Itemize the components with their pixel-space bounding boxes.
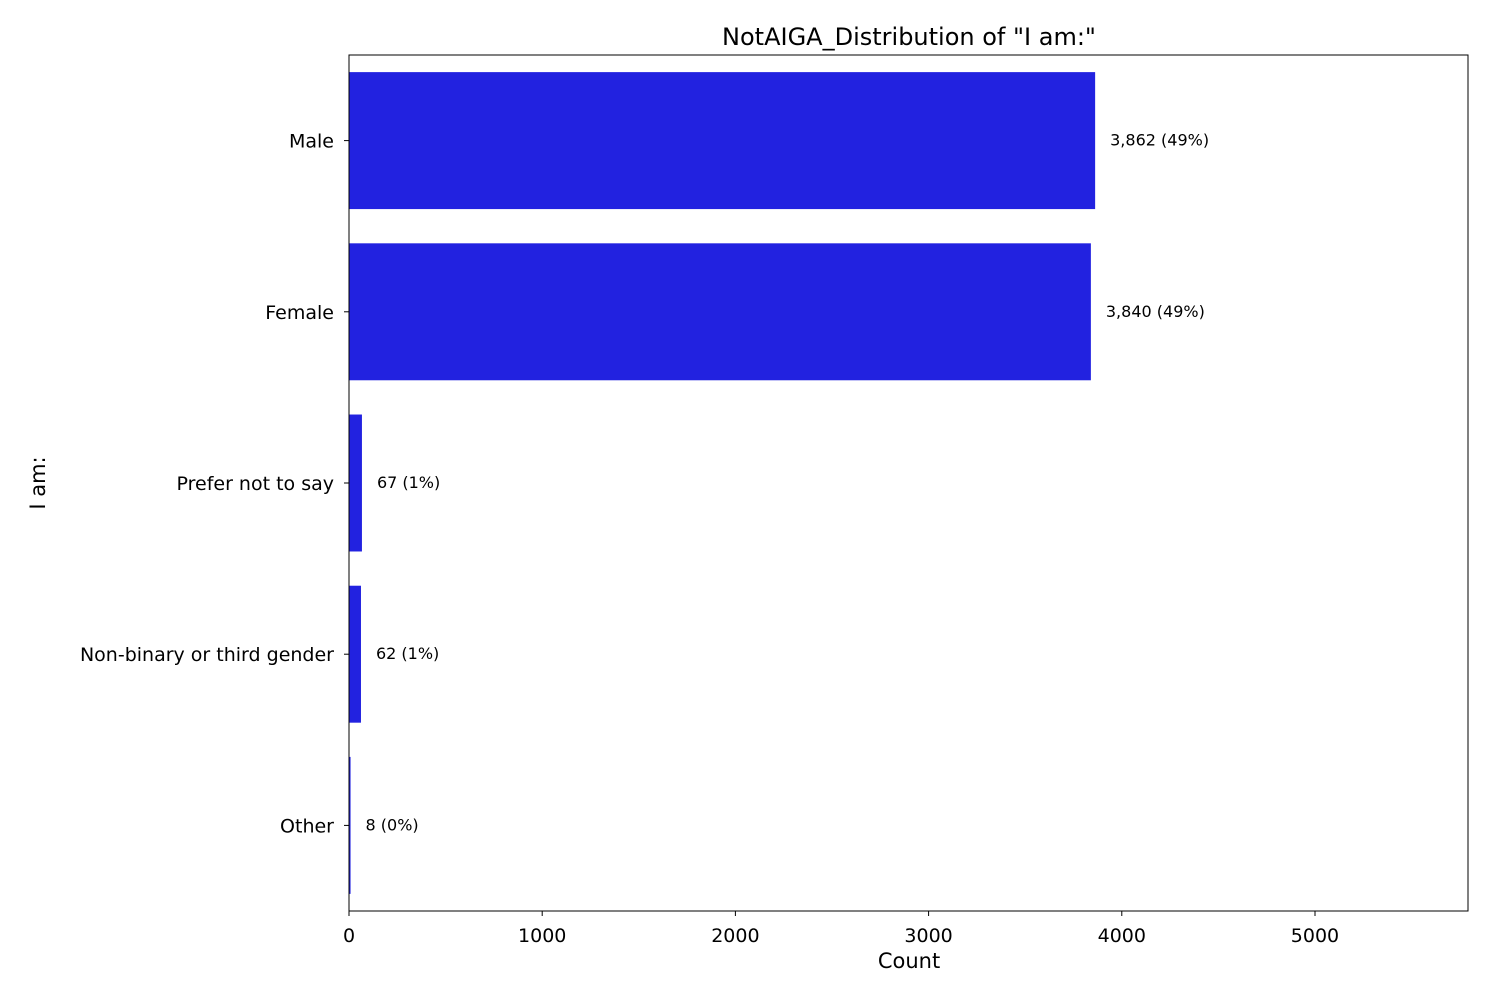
bar-other	[349, 756, 351, 894]
x-axis-label: Count	[878, 949, 940, 973]
x-tick-label: 5000	[1291, 925, 1339, 947]
y-tick-label-non-binary-or-third-gender: Non-binary or third gender	[80, 644, 334, 666]
chart-title: NotAIGA_Distribution of "I am:"	[722, 23, 1096, 51]
x-tick-label: 1000	[518, 925, 566, 947]
data-label-female: 3,840 (49%)	[1106, 302, 1205, 321]
data-label-male: 3,862 (49%)	[1110, 131, 1209, 150]
data-label-other: 8 (0%)	[366, 815, 419, 834]
y-tick-label-other: Other	[280, 815, 334, 837]
x-tick-label: 3000	[904, 925, 952, 947]
y-ticks-layer: Male Female Prefer not to say Non-binary or…	[80, 131, 349, 837]
bar-male	[349, 72, 1096, 210]
y-tick-label-female: Female	[265, 302, 334, 324]
bar-female	[349, 243, 1091, 381]
x-tick-label: 0	[343, 925, 355, 947]
x-tick-label: 4000	[1098, 925, 1146, 947]
bar-prefer-not-to-say	[349, 414, 362, 552]
plot-area-frame	[348, 54, 1469, 912]
y-tick-label-prefer-not-to-say: Prefer not to say	[177, 473, 335, 495]
y-tick-label-male: Male	[289, 131, 334, 153]
data-label-non-binary-or-third-gender: 62 (1%)	[376, 644, 439, 663]
bars-layer	[349, 72, 1096, 894]
x-tick-label: 2000	[711, 925, 759, 947]
data-labels-layer: 3,862 (49%) 3,840 (49%) 67 (1%) 62 (1%) 8 (0…	[366, 131, 1210, 835]
y-axis-label: I am:	[26, 456, 50, 509]
bar-non-binary-or-third-gender	[349, 585, 361, 723]
data-label-prefer-not-to-say: 67 (1%)	[377, 473, 440, 492]
x-ticks-layer: 0 1000 2000 3000 4000 5000	[343, 911, 1339, 947]
